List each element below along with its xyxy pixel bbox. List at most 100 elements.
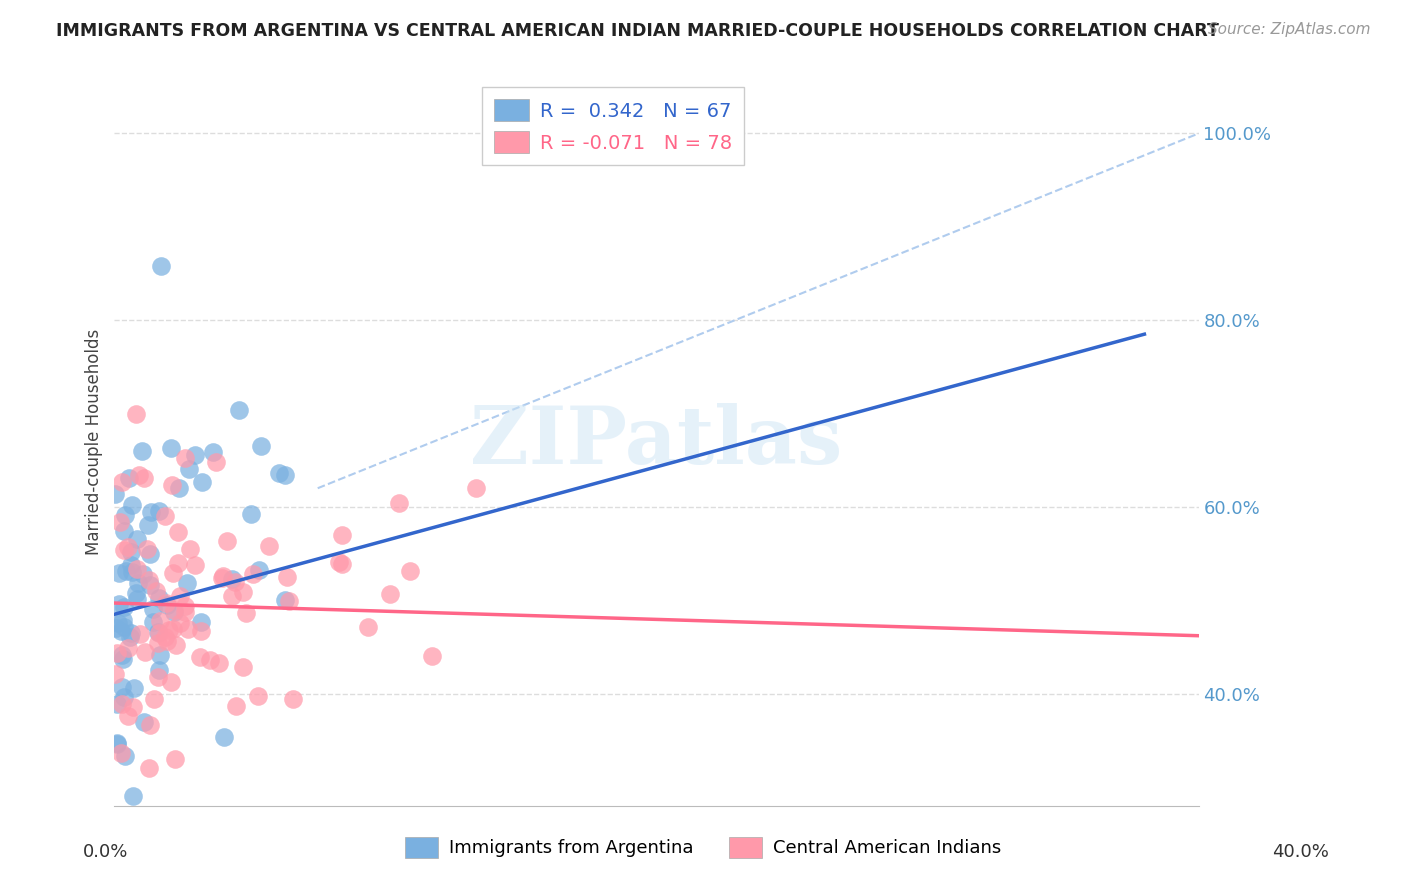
Point xyxy=(117,641,139,656)
Point xyxy=(103,667,125,681)
Point xyxy=(148,591,170,606)
Point xyxy=(105,736,128,750)
Point xyxy=(224,574,246,589)
Point xyxy=(148,663,170,677)
Point xyxy=(332,528,354,542)
Point xyxy=(232,584,254,599)
Point xyxy=(108,566,131,580)
Point xyxy=(118,471,141,485)
Point xyxy=(208,656,231,670)
Point xyxy=(135,541,157,556)
Point xyxy=(388,496,411,510)
Point xyxy=(121,565,143,579)
Point xyxy=(139,547,162,561)
Point xyxy=(121,498,143,512)
Point xyxy=(105,697,128,711)
Text: Source: ZipAtlas.com: Source: ZipAtlas.com xyxy=(1208,22,1371,37)
Point xyxy=(165,752,187,766)
Point xyxy=(257,539,280,553)
Point xyxy=(205,455,228,469)
Point xyxy=(166,556,188,570)
Point xyxy=(131,444,153,458)
Point xyxy=(225,698,247,713)
Point xyxy=(132,566,155,581)
Point xyxy=(267,466,290,480)
Legend: Immigrants from Argentina, Central American Indians: Immigrants from Argentina, Central Ameri… xyxy=(398,830,1008,865)
Point xyxy=(138,574,160,588)
Point xyxy=(169,615,191,630)
Point xyxy=(142,602,165,616)
Point xyxy=(138,578,160,592)
Point xyxy=(149,614,172,628)
Point xyxy=(105,646,128,660)
Point xyxy=(274,593,297,607)
Point xyxy=(422,649,444,664)
Point xyxy=(136,517,159,532)
Point xyxy=(112,690,135,704)
Point xyxy=(188,650,211,665)
Point xyxy=(108,515,131,529)
Point xyxy=(127,576,149,591)
Point xyxy=(105,737,128,751)
Text: 40.0%: 40.0% xyxy=(1272,843,1329,861)
Point xyxy=(153,508,176,523)
Point xyxy=(146,670,169,684)
Point xyxy=(235,607,257,621)
Point xyxy=(274,467,297,482)
Point xyxy=(328,555,350,569)
Point xyxy=(160,478,183,492)
Point xyxy=(148,625,170,640)
Point xyxy=(179,542,201,557)
Point xyxy=(148,636,170,650)
Point xyxy=(117,708,139,723)
Point xyxy=(163,605,186,619)
Point xyxy=(125,407,148,421)
Point xyxy=(125,592,148,607)
Point xyxy=(111,613,134,627)
Point xyxy=(242,567,264,582)
Point xyxy=(111,648,134,662)
Point xyxy=(108,597,131,611)
Point xyxy=(212,569,235,583)
Point xyxy=(128,627,150,641)
Point xyxy=(149,259,172,273)
Point xyxy=(278,594,301,608)
Point xyxy=(174,605,197,619)
Point xyxy=(110,624,132,638)
Point xyxy=(276,570,298,584)
Point xyxy=(240,507,263,521)
Point xyxy=(217,533,239,548)
Point xyxy=(104,487,127,501)
Point xyxy=(112,599,135,614)
Point xyxy=(250,439,273,453)
Y-axis label: Married-couple Households: Married-couple Households xyxy=(86,328,103,555)
Point xyxy=(110,746,132,760)
Point xyxy=(149,648,172,662)
Point xyxy=(214,730,236,744)
Point xyxy=(165,638,187,652)
Point xyxy=(247,689,270,703)
Point xyxy=(162,566,184,581)
Point xyxy=(173,599,195,614)
Point xyxy=(155,596,177,610)
Point xyxy=(134,645,156,659)
Point xyxy=(125,586,148,600)
Point xyxy=(120,545,142,559)
Point xyxy=(465,481,488,495)
Point xyxy=(143,691,166,706)
Point xyxy=(378,587,401,601)
Point xyxy=(173,451,195,466)
Point xyxy=(127,562,149,576)
Point xyxy=(184,558,207,572)
Point xyxy=(112,620,135,634)
Point xyxy=(134,714,156,729)
Point xyxy=(160,675,183,690)
Point xyxy=(163,602,186,616)
Point xyxy=(159,441,181,455)
Point xyxy=(120,558,142,572)
Point xyxy=(198,653,221,667)
Legend: R =  0.342   N = 67, R = -0.071   N = 78: R = 0.342 N = 67, R = -0.071 N = 78 xyxy=(482,87,744,165)
Point xyxy=(177,622,200,636)
Point xyxy=(110,475,132,490)
Point xyxy=(169,589,191,603)
